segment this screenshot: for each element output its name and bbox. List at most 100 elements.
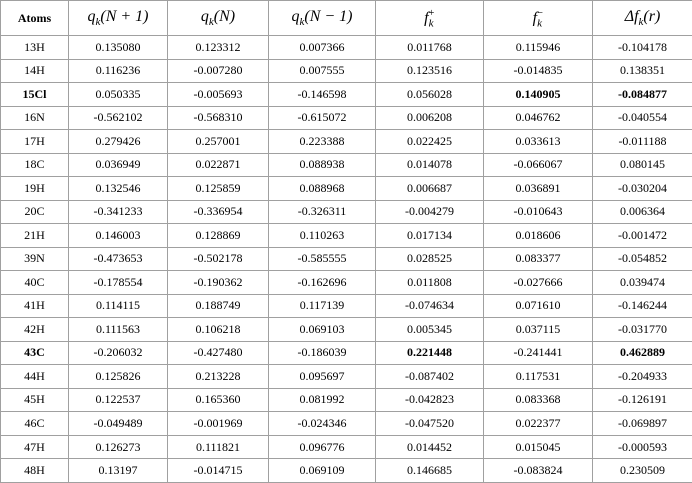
value-cell: -0.030204 <box>592 176 692 201</box>
value-cell: -0.146244 <box>592 293 692 319</box>
value-cell: -0.178554 <box>68 270 168 295</box>
value-cell: 0.011808 <box>375 270 484 295</box>
header-sub: k <box>537 17 542 30</box>
value-cell: -0.047520 <box>375 411 484 436</box>
table-row: 16N -0.562102 -0.568310 -0.615072 0.006208 0.… <box>0 105 692 131</box>
value-cell: 0.069109 <box>268 458 376 483</box>
table-body: 13H 0.135080 0.123312 0.007366 0.011768 0.115… <box>0 35 692 483</box>
value-cell: -0.126191 <box>592 387 692 413</box>
value-cell: -0.162696 <box>268 270 376 295</box>
value-cell: 0.106218 <box>167 317 269 342</box>
value-cell: 0.007366 <box>268 35 376 60</box>
atom-cell: 13H <box>0 35 69 60</box>
value-cell: 0.095697 <box>268 364 376 389</box>
value-cell: 0.028525 <box>375 246 484 272</box>
value-cell: -0.042823 <box>375 387 484 413</box>
value-cell: -0.014835 <box>483 58 593 84</box>
table-row: 42H 0.111563 0.106218 0.069103 0.005345 0.037… <box>0 317 692 342</box>
atom-cell: 43C <box>0 340 69 366</box>
value-cell: -0.427480 <box>167 340 269 366</box>
value-cell: 0.125826 <box>68 364 168 389</box>
value-cell: -0.204933 <box>592 364 692 389</box>
header-rest: (N + 1) <box>100 7 149 25</box>
value-cell: 0.117531 <box>483 364 593 389</box>
value-cell: -0.502178 <box>167 246 269 272</box>
table-row: 47H 0.126273 0.111821 0.096776 0.014452 0.015… <box>0 434 692 460</box>
value-cell: -0.004279 <box>375 199 484 225</box>
value-cell: 0.083377 <box>483 246 593 272</box>
value-cell: -0.014715 <box>167 458 269 483</box>
value-cell: 0.022425 <box>375 129 484 154</box>
value-cell: 0.122537 <box>68 387 168 413</box>
header-rest: (r) <box>643 7 661 25</box>
column-header: Δfk(r) <box>592 0 692 36</box>
table-row: 40C -0.178554 -0.190362 -0.162696 0.011808 -0… <box>0 270 692 295</box>
value-cell: -0.054852 <box>592 246 692 272</box>
value-cell: 0.123516 <box>375 58 484 84</box>
value-cell: 0.036891 <box>483 176 593 201</box>
value-cell: 0.135080 <box>68 35 168 60</box>
header-row: Atoms qk(N + 1) qk(N) qk(N − 1) fk+ fk− Δfk(r) <box>0 0 692 36</box>
value-cell: 0.132546 <box>68 176 168 201</box>
value-cell: -0.066067 <box>483 152 593 178</box>
atom-cell: 44H <box>0 364 69 389</box>
table-row: 19H 0.132546 0.125859 0.088968 0.006687 0.036… <box>0 176 692 201</box>
value-cell: 0.115946 <box>483 35 593 60</box>
value-cell: 0.110263 <box>268 223 376 248</box>
value-cell: 0.126273 <box>68 434 168 460</box>
value-cell: 0.056028 <box>375 82 484 107</box>
header-sub: k <box>208 16 214 29</box>
atom-cell: 48H <box>0 458 69 483</box>
column-header: fk− <box>483 0 593 36</box>
value-cell: 0.080145 <box>592 152 692 178</box>
value-cell: 0.014452 <box>375 434 484 460</box>
value-cell: 0.140905 <box>483 82 593 107</box>
value-cell: -0.024346 <box>268 411 376 436</box>
value-cell: 0.046762 <box>483 105 593 131</box>
header-sub: k <box>95 16 101 29</box>
value-cell: -0.186039 <box>268 340 376 366</box>
header-base: q <box>291 7 300 25</box>
header-rest: (N − 1) <box>304 7 353 25</box>
atom-cell: 41H <box>0 293 69 319</box>
table-row: 41H 0.114115 0.188749 0.117139 -0.074634 0.07… <box>0 293 692 319</box>
value-cell: -0.084877 <box>592 82 692 107</box>
header-sub: k <box>638 16 644 29</box>
value-cell: 0.117139 <box>268 293 376 319</box>
value-cell: 0.069103 <box>268 317 376 342</box>
atom-cell: 15Cl <box>0 82 69 107</box>
value-cell: 0.007555 <box>268 58 376 84</box>
atom-cell: 18C <box>0 152 69 178</box>
table-row: 48H 0.13197 -0.014715 0.069109 0.146685 -0.08… <box>0 458 692 483</box>
value-cell: 0.014078 <box>375 152 484 178</box>
header-base: f <box>634 7 639 25</box>
table-row: 21H 0.146003 0.128869 0.110263 0.017134 0.018… <box>0 223 692 248</box>
table-row: 20C -0.341233 -0.336954 -0.326311 -0.004279-… <box>0 199 692 225</box>
value-cell: 0.279426 <box>68 129 168 154</box>
value-cell: 0.116236 <box>68 58 168 84</box>
value-cell: 0.462889 <box>592 340 692 366</box>
value-cell: -0.241441 <box>483 340 593 366</box>
header-base: q <box>87 7 96 25</box>
header-base: f <box>532 9 538 27</box>
atom-cell: 45H <box>0 387 69 413</box>
value-cell: 0.257001 <box>167 129 269 154</box>
value-cell: -0.069897 <box>592 411 692 436</box>
column-header: fk+ <box>375 0 484 36</box>
value-cell: 0.006687 <box>375 176 484 201</box>
table-row: 13H 0.135080 0.123312 0.007366 0.011768 0.115… <box>0 35 692 60</box>
value-cell: 0.033613 <box>483 129 593 154</box>
value-cell: 0.138351 <box>592 58 692 84</box>
atom-cell: 46C <box>0 411 69 436</box>
value-cell: 0.188749 <box>167 293 269 319</box>
table-row: 15Cl 0.050335 -0.005693 -0.146598 0.056028 0.… <box>0 82 692 107</box>
value-cell: -0.104178 <box>592 35 692 60</box>
value-cell: -0.040554 <box>592 105 692 131</box>
value-cell: 0.221448 <box>375 340 484 366</box>
column-header: qk(N − 1) <box>268 0 376 36</box>
value-cell: 0.123312 <box>167 35 269 60</box>
value-cell: 0.165360 <box>167 387 269 413</box>
atom-cell: 21H <box>0 223 69 248</box>
value-cell: 0.125859 <box>167 176 269 201</box>
header-sub: k <box>299 16 305 29</box>
